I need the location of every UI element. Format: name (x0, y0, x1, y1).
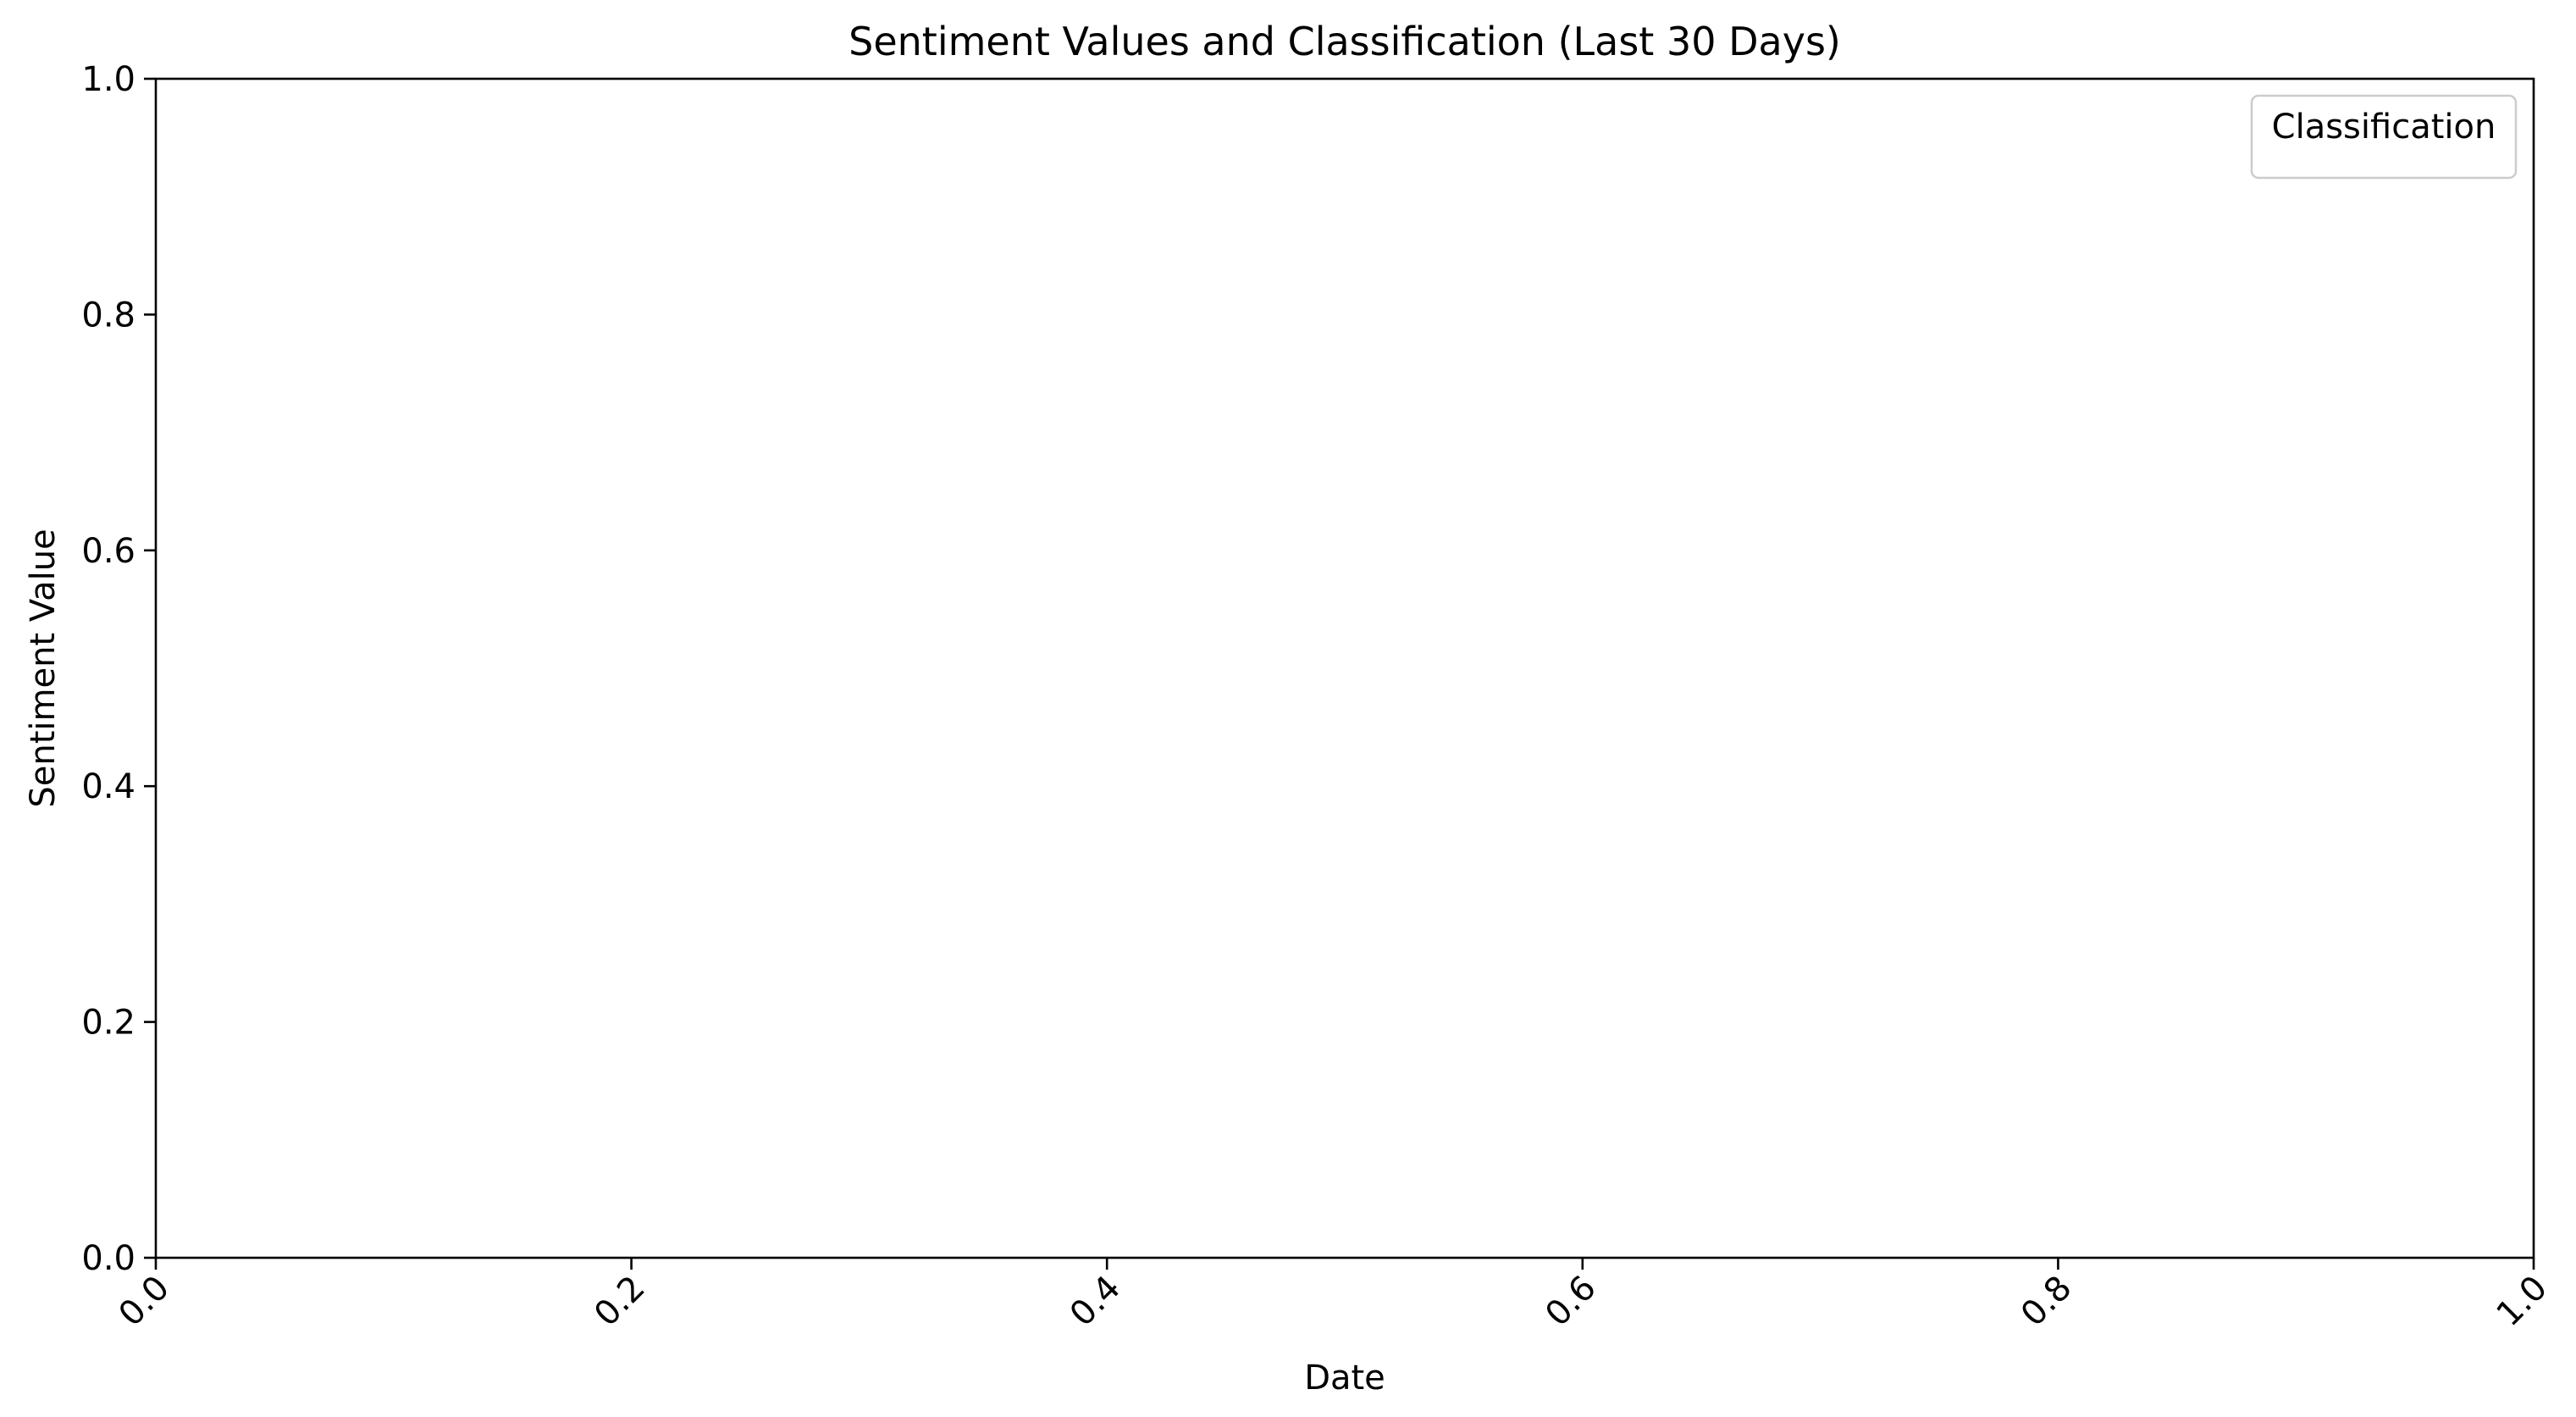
y-axis-label: Sentiment Value (24, 529, 63, 807)
chart-title: Sentiment Values and Classification (Las… (849, 19, 1841, 64)
plot-background (156, 79, 2534, 1258)
x-axis-label: Date (1304, 1359, 1385, 1398)
legend: Classification (2250, 94, 2518, 180)
y-tick-label: 1.0 (81, 60, 135, 99)
y-tick-label: 0.6 (81, 532, 135, 571)
legend-title: Classification (2272, 108, 2496, 147)
axes-frame (154, 77, 2535, 1259)
y-tick-label: 0.4 (81, 767, 135, 806)
legend-box (2250, 94, 2518, 180)
y-axis-ticks: 0.0 0.2 0.4 0.6 0.8 1.0 (81, 60, 156, 1278)
y-tick-label: 0.2 (81, 1004, 135, 1043)
y-tick-label: 0.0 (81, 1239, 135, 1278)
y-tick-label: 0.8 (81, 296, 135, 335)
plot-area (156, 79, 2534, 1258)
